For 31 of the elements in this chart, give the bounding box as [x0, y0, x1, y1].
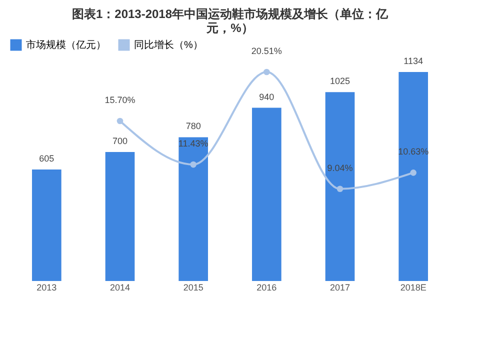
x-tick-label: 2015 [183, 282, 204, 292]
point [410, 170, 416, 176]
bar [325, 92, 355, 281]
legend-label: 同比增长（%） [134, 39, 203, 51]
data-label: 20.51% [251, 46, 282, 56]
point [336, 186, 344, 192]
point [116, 118, 124, 124]
x-tick-label: 2017 [330, 282, 350, 292]
x-tick-label: 2014 [110, 282, 130, 292]
bar [398, 72, 428, 281]
x-tick-label: 2018E [400, 282, 426, 292]
text: 元，%） [206, 21, 254, 35]
point [264, 68, 270, 76]
bar [252, 108, 282, 281]
text: 图表1：2013-2018年中国运动鞋市场规模及增长（单位：亿 [72, 7, 388, 21]
bar [178, 137, 208, 281]
data-label: 1025 [330, 76, 350, 86]
data-label: 1134 [404, 56, 424, 66]
x-tick-label: 2016 [256, 282, 277, 292]
data-label: 780 [186, 121, 201, 132]
data-label: 11.43% [178, 138, 208, 149]
data-label: 940 [259, 92, 274, 102]
legend-label: 市场规模（亿元） [26, 39, 106, 51]
data-label: 15.70% [104, 95, 136, 106]
point [190, 161, 196, 168]
data-label: 700 [112, 136, 128, 146]
bar [105, 152, 135, 281]
x-tick-label: 2013 [36, 282, 57, 292]
data-label: 605 [39, 153, 54, 164]
bar [32, 169, 62, 281]
data-label: 9.04% [327, 162, 353, 173]
